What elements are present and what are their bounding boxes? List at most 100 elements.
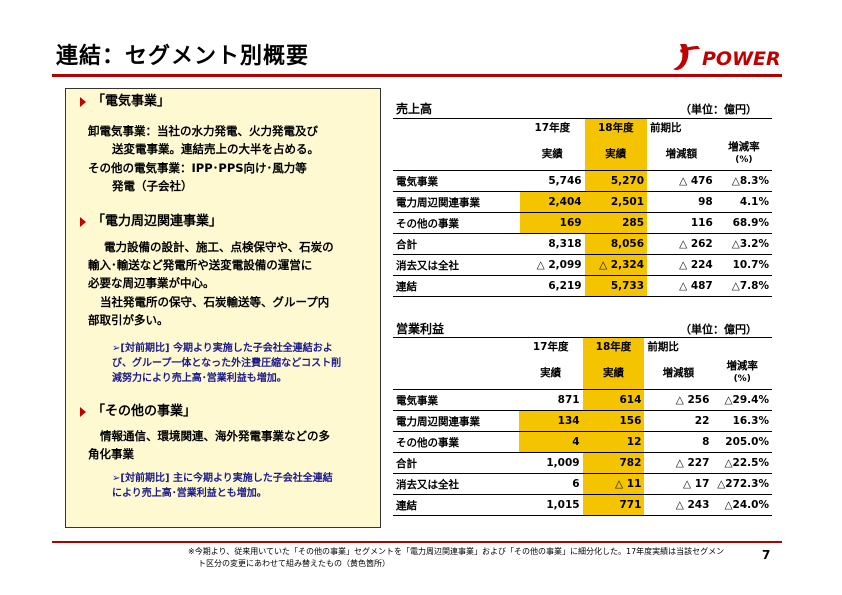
segment-description-panel: 「電気事業」 卸電気事業：当社の水力発電、火力発電及び 送変電事業。連結売上の大… <box>65 88 381 528</box>
cell-diff: 98 <box>647 191 716 213</box>
table-row: 電力周辺関連事業 134 156 22 16.3% <box>393 410 772 432</box>
header-rate: 増減率 (%) <box>712 355 772 390</box>
cell-diff: △ 476 <box>647 170 716 192</box>
cell-fy17: △ 2,099 <box>520 254 585 276</box>
cell-rate: △7.8% <box>715 275 772 297</box>
cell-rate: 10.7% <box>715 254 772 276</box>
row-label: 電力周辺関連事業 <box>393 410 519 432</box>
cell-rate: △22.5% <box>712 452 772 474</box>
table-row: 合計 8,318 8,056 △ 262 △3.2% <box>393 233 772 255</box>
table-row: 合計 1,009 782 △ 227 △22.5% <box>393 452 772 474</box>
page-title: 連結：セグメント別概要 <box>56 44 310 69</box>
row-label: 消去又は全社 <box>393 254 521 276</box>
sales-unit-label: （単位：億円） <box>680 103 757 116</box>
cell-fy18: 285 <box>584 212 648 234</box>
footer-divider <box>52 541 782 543</box>
cell-fy18: 5,270 <box>584 170 648 192</box>
bullet-arrow-icon <box>80 217 86 227</box>
header-diff: 増減額 <box>647 136 716 171</box>
cell-diff: 116 <box>647 212 716 234</box>
note-line: び、グループ一体となった外注費圧縮などコスト削 <box>112 358 342 369</box>
cell-fy18: 8,056 <box>584 233 648 255</box>
cell-rate: 16.3% <box>712 410 772 432</box>
table-row: 電気事業 5,746 5,270 △ 476 △8.3% <box>393 170 772 192</box>
table-row: 消去又は全社 △ 2,099 △ 2,324 △ 224 10.7% <box>393 254 772 276</box>
row-label: 連結 <box>393 275 521 297</box>
cell-fy18: 12 <box>582 431 645 453</box>
row-label: 消去又は全社 <box>393 473 519 495</box>
cell-diff: 22 <box>644 410 713 432</box>
footnote-line: ト区分の変更にあわせて組み替えたもの（黄色箇所） <box>198 559 390 568</box>
note-line: 減努力により売上高･営業利益も増加。 <box>112 373 287 384</box>
table-row: その他の事業 4 12 8 205.0% <box>393 431 772 453</box>
bullet-arrow-icon <box>80 407 86 417</box>
cell-fy18: 782 <box>582 452 645 474</box>
header-actual-17: 実績 <box>520 136 585 171</box>
text-line: 角化事業 <box>88 447 134 461</box>
header-actual-18: 実績 <box>582 355 645 390</box>
table-row: 電力周辺関連事業 2,404 2,501 98 4.1% <box>393 191 772 213</box>
note-line: ➢[対前期比] 主に今期より実施した子会社全連結 <box>112 473 333 484</box>
logo-mark-icon <box>673 44 700 70</box>
op-table-title: 営業利益 <box>396 322 445 336</box>
header-fy18: 18年度 <box>582 337 645 356</box>
cell-fy17: 1,015 <box>518 494 583 516</box>
title-divider <box>52 74 782 77</box>
op-unit-label: （単位：億円） <box>680 323 757 336</box>
jpower-logo: POWER <box>672 40 792 74</box>
row-label: 合計 <box>393 233 521 255</box>
cell-fy18: △ 11 <box>582 473 645 495</box>
sales-table-title: 売上高 <box>396 102 433 116</box>
cell-fy18: △ 2,324 <box>584 254 648 276</box>
text-line: 部取引が多い。 <box>88 313 169 327</box>
cell-fy17: 6 <box>518 473 583 495</box>
text-line: 電力設備の設計、施工、点検保守や、石炭の <box>104 240 334 254</box>
cell-rate: 68.9% <box>715 212 772 234</box>
cell-fy17: 8,318 <box>520 233 585 255</box>
footnote: ※今期より、従来用いていた「その他の事業」セグメントを「電力周辺関連事業」および… <box>188 546 748 570</box>
header-fy18: 18年度 <box>584 118 648 137</box>
cell-fy18: 2,501 <box>584 191 648 213</box>
cell-fy18: 614 <box>582 389 645 411</box>
cell-fy18: 156 <box>582 410 645 432</box>
cell-rate: △272.3% <box>712 473 772 495</box>
header-rate-label: 増減率 <box>728 140 760 153</box>
cell-fy17: 2,404 <box>520 191 585 213</box>
cell-fy17: 4 <box>518 431 583 453</box>
table-row: 連結 1,015 771 △ 243 △24.0% <box>393 494 772 516</box>
text-line: 情報通信、環境関連、海外発電事業などの多 <box>100 429 330 443</box>
note-line: ➢[対前期比] 今期より実施した子会社全連結およ <box>112 343 333 354</box>
text-line: 卸電気事業：当社の水力発電、火力発電及び <box>88 124 318 138</box>
header-yoy: 前期比 <box>647 118 772 137</box>
footnote-line: ※今期より、従来用いていた「その他の事業」セグメントを「電力周辺関連事業」および… <box>188 547 725 556</box>
header-fy17: 17年度 <box>520 118 585 137</box>
cell-rate: △8.3% <box>715 170 772 192</box>
text-line: 必要な周辺事業が中心。 <box>88 276 215 290</box>
sales-table: 17年度 18年度 前期比 実績 実績 増減額 増減率 (%) 電気事業 5,74… <box>393 118 772 297</box>
table-row: その他の事業 169 285 116 68.9% <box>393 212 772 234</box>
cell-fy17: 6,219 <box>520 275 585 297</box>
cell-fy18: 771 <box>582 494 645 516</box>
row-label: 合計 <box>393 452 519 474</box>
text-line: 輸入･輸送など発電所や送変電設備の運営に <box>88 258 313 272</box>
cell-diff: 8 <box>644 431 713 453</box>
page-number: 7 <box>762 548 771 562</box>
cell-fy18: 5,733 <box>584 275 648 297</box>
table-row: 電気事業 871 614 △ 256 △29.4% <box>393 389 772 411</box>
table-row: 連結 6,219 5,733 △ 487 △7.8% <box>393 275 772 297</box>
header-fy17: 17年度 <box>518 337 583 356</box>
logo-text: POWER <box>702 48 781 70</box>
table-row: 消去又は全社 6 △ 11 △ 17 △272.3% <box>393 473 772 495</box>
header-actual-18: 実績 <box>584 136 648 171</box>
cell-fy17: 871 <box>518 389 583 411</box>
text-line: 送変電事業。連結売上の大半を占める。 <box>112 142 319 156</box>
bullet-arrow-icon <box>80 97 86 107</box>
text-line: その他の電気事業：IPP･PPS向け･風力等 <box>88 161 307 175</box>
cell-diff: △ 262 <box>647 233 716 255</box>
cell-fy17: 134 <box>518 410 583 432</box>
section-heading-related: 「電力周辺関連事業」 <box>92 214 223 229</box>
header-rate-unit: (%) <box>733 373 751 384</box>
row-label: 電力周辺関連事業 <box>393 191 521 213</box>
cell-fy17: 5,746 <box>520 170 585 192</box>
header-rate-label: 増減率 <box>726 359 758 372</box>
